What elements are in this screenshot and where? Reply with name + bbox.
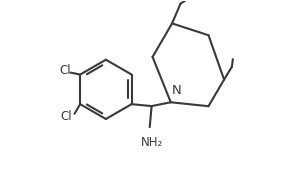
Text: Cl: Cl	[59, 64, 71, 77]
Text: N: N	[172, 84, 182, 97]
Text: Cl: Cl	[60, 110, 72, 123]
Text: NH₂: NH₂	[141, 136, 163, 149]
